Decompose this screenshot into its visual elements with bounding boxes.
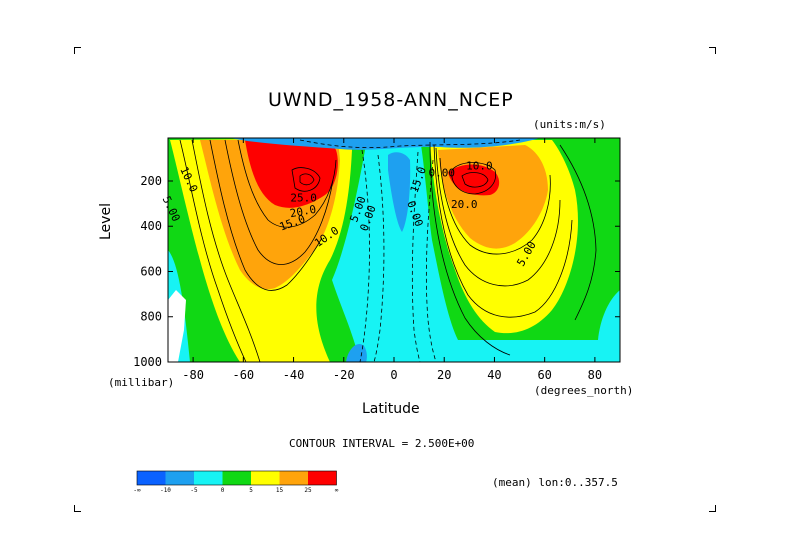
x-tick-label: 80 <box>588 368 602 382</box>
corner-mark-bottom-right <box>709 505 716 512</box>
x-tick-label: 20 <box>437 368 451 382</box>
colorbar-swatch <box>308 471 337 485</box>
band-blue-top <box>230 138 540 150</box>
x-tick-label: -40 <box>283 368 305 382</box>
colorbar-label: -∞ <box>133 487 141 494</box>
y-tick-label: 400 <box>140 219 162 233</box>
y-tick-label: 200 <box>140 174 162 188</box>
colorbar-swatch <box>137 471 166 485</box>
chart-title: UWND_1958-ANN_NCEP <box>268 89 514 111</box>
x-tick-label: -60 <box>232 368 254 382</box>
colorbar-label: -5 <box>190 487 198 494</box>
band-blue-center <box>388 152 411 232</box>
contour-label: 20.0 <box>451 198 478 211</box>
x-axis-label: Latitude <box>362 401 420 417</box>
contour-label: 10.0 <box>466 160 493 173</box>
contour-label: 25.0 <box>290 191 317 204</box>
contour-label: 20.0 <box>289 203 317 220</box>
mean-text: (mean) lon:0..357.5 <box>492 476 618 489</box>
corner-mark-top-left <box>74 47 81 54</box>
axis-ticks: -80 -60 -40 -20 0 20 40 60 80 200 400 600 800 1000 <box>133 138 620 382</box>
corner-mark-top-right <box>709 47 716 54</box>
units-label: (units:m/s) <box>533 118 606 131</box>
x-tick-label: 60 <box>537 368 551 382</box>
contour-interval-text: CONTOUR INTERVAL = 2.500E+00 <box>289 437 475 450</box>
corner-mark-bottom-left <box>74 505 81 512</box>
colorbar-label: 5 <box>249 487 253 494</box>
y-tick-label: 600 <box>140 264 162 278</box>
colorbar-swatch <box>222 471 251 485</box>
colorbar-label: 15 <box>276 487 284 494</box>
y-tick-label: 800 <box>140 310 162 324</box>
x-tick-label: -20 <box>333 368 355 382</box>
contour-label: 0.00 <box>428 166 455 179</box>
x-unit-label: (degrees_north) <box>534 384 634 397</box>
colorbar-label: 25 <box>304 487 312 494</box>
colorbar-label: 0 <box>221 487 225 494</box>
colorbar-frame <box>136 470 337 486</box>
negative-contours <box>299 139 521 362</box>
band-red-north <box>448 164 500 196</box>
colorbar-swatch <box>194 471 223 485</box>
contour-field <box>168 138 620 362</box>
y-tick-label: 1000 <box>133 355 162 369</box>
colorbar-label: -10 <box>160 487 171 494</box>
contour-lines <box>179 139 597 362</box>
x-tick-label: 0 <box>390 368 397 382</box>
colorbar-swatch <box>165 471 194 485</box>
band-red-south <box>245 140 338 208</box>
colorbar-swatch <box>279 471 308 485</box>
x-tick-label: -80 <box>182 368 204 382</box>
band-blue-bottom <box>346 343 367 362</box>
colorbar-label: ∞ <box>335 487 339 494</box>
colorbar-swatch <box>251 471 280 485</box>
x-tick-label: 40 <box>487 368 501 382</box>
missing-data-patch <box>168 290 186 362</box>
y-unit-label: (millibar) <box>108 376 175 389</box>
